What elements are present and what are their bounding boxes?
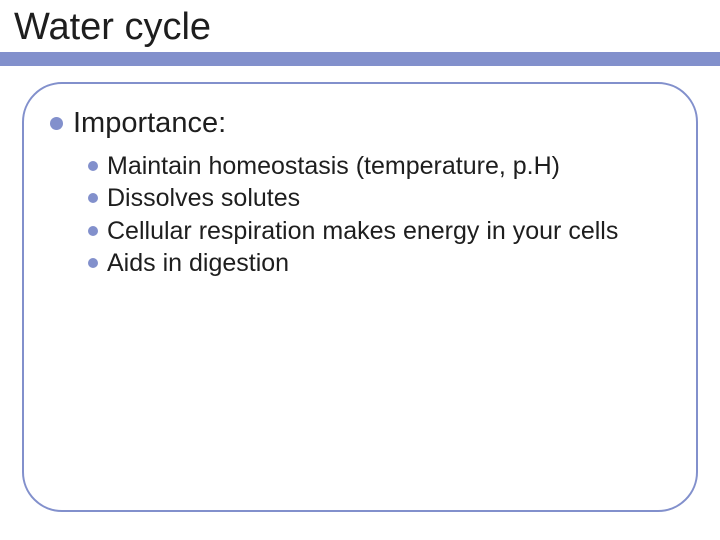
level2-list: Maintain homeostasis (temperature, p.H) …	[88, 151, 670, 279]
level1-list: Importance: Maintain homeostasis (temper…	[50, 106, 670, 279]
bullet-icon	[88, 226, 98, 236]
title-band	[0, 52, 720, 66]
bullet-icon	[50, 117, 63, 130]
level2-item: Maintain homeostasis (temperature, p.H)	[88, 151, 670, 182]
level2-text: Dissolves solutes	[107, 183, 300, 214]
level1-item: Importance:	[50, 106, 670, 141]
level1-heading: Importance:	[73, 106, 226, 141]
slide: Water cycle Importance: Maintain homeost…	[0, 0, 720, 540]
level2-item: Cellular respiration makes energy in you…	[88, 216, 670, 247]
level2-text: Aids in digestion	[107, 248, 289, 279]
bullet-icon	[88, 193, 98, 203]
bullet-icon	[88, 161, 98, 171]
bullet-icon	[88, 258, 98, 268]
level2-item: Aids in digestion	[88, 248, 670, 279]
content-box: Importance: Maintain homeostasis (temper…	[22, 82, 698, 512]
slide-title: Water cycle	[14, 6, 221, 49]
level2-item: Dissolves solutes	[88, 183, 670, 214]
level2-text: Maintain homeostasis (temperature, p.H)	[107, 151, 560, 182]
level2-text: Cellular respiration makes energy in you…	[107, 216, 618, 247]
